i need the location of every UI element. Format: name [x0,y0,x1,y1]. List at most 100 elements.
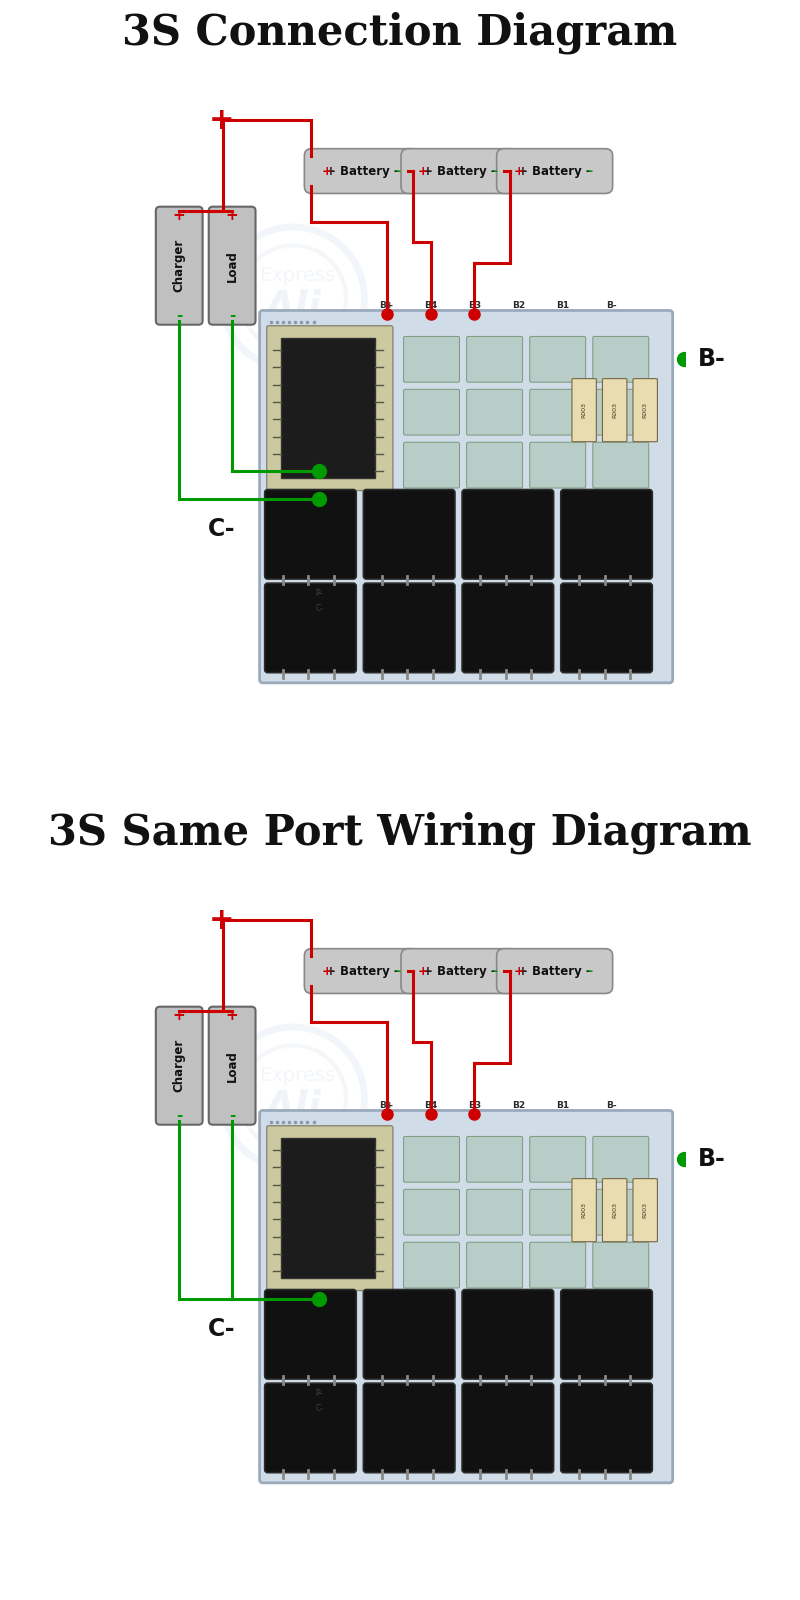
FancyBboxPatch shape [363,1382,455,1472]
Text: +: + [418,165,429,178]
FancyBboxPatch shape [593,336,649,382]
Text: B-: B- [606,1101,617,1110]
FancyBboxPatch shape [633,1179,658,1242]
Text: B1: B1 [556,301,570,310]
FancyBboxPatch shape [530,389,586,435]
FancyBboxPatch shape [530,1136,586,1182]
Text: 3S Same Port Wiring Diagram: 3S Same Port Wiring Diagram [48,811,752,854]
Text: R003: R003 [642,402,648,418]
Text: C-: C- [208,1317,236,1341]
FancyBboxPatch shape [403,442,459,488]
FancyBboxPatch shape [530,442,586,488]
FancyBboxPatch shape [209,206,255,325]
FancyBboxPatch shape [530,1189,586,1235]
Text: R003: R003 [612,402,617,418]
Text: B2: B2 [513,1101,526,1110]
Text: -: - [229,309,235,323]
FancyBboxPatch shape [602,379,627,442]
FancyBboxPatch shape [401,949,517,994]
Text: +: + [209,106,234,134]
FancyBboxPatch shape [633,379,658,442]
Text: Load: Load [226,250,238,282]
FancyBboxPatch shape [462,490,554,579]
FancyBboxPatch shape [466,389,522,435]
FancyBboxPatch shape [304,949,420,994]
FancyBboxPatch shape [466,336,522,382]
FancyBboxPatch shape [209,1006,255,1125]
Text: +: + [418,965,429,978]
Text: +: + [173,1008,186,1024]
Text: -: - [395,165,401,178]
FancyBboxPatch shape [265,582,356,672]
Text: Express: Express [259,1066,335,1085]
Text: + Battery -: + Battery - [422,165,495,178]
Text: B4: B4 [424,1101,437,1110]
Text: +: + [322,165,332,178]
Text: + Battery -: + Battery - [518,165,591,178]
FancyBboxPatch shape [304,149,420,194]
Text: R003: R003 [582,1202,586,1218]
FancyBboxPatch shape [265,1382,356,1472]
Text: P-: P- [315,1389,323,1398]
FancyBboxPatch shape [462,582,554,672]
FancyBboxPatch shape [593,442,649,488]
Text: -: - [176,309,182,323]
FancyBboxPatch shape [466,442,522,488]
Text: Ali: Ali [265,1090,322,1128]
FancyBboxPatch shape [572,379,596,442]
FancyBboxPatch shape [265,1290,356,1379]
Text: B2: B2 [513,301,526,310]
FancyBboxPatch shape [462,1382,554,1472]
FancyBboxPatch shape [497,149,613,194]
FancyBboxPatch shape [466,1242,522,1288]
Text: P-: P- [315,589,323,598]
Text: +: + [514,165,524,178]
FancyBboxPatch shape [363,490,455,579]
FancyBboxPatch shape [403,1242,459,1288]
FancyBboxPatch shape [403,389,459,435]
Text: B3: B3 [468,1101,481,1110]
Text: -: - [395,965,401,978]
Text: + Battery -: + Battery - [518,965,591,978]
FancyBboxPatch shape [156,1006,202,1125]
Text: 3S Connection Diagram: 3S Connection Diagram [122,11,678,54]
Text: P-: P- [280,424,306,448]
Text: -: - [492,165,497,178]
FancyBboxPatch shape [156,206,202,325]
FancyBboxPatch shape [462,1290,554,1379]
Text: C-: C- [315,1403,323,1413]
FancyBboxPatch shape [363,582,455,672]
Text: Charger: Charger [173,1038,186,1093]
Text: B-: B- [698,347,726,371]
FancyBboxPatch shape [403,336,459,382]
Text: B1: B1 [556,1101,570,1110]
Text: B-: B- [606,301,617,310]
Text: B+: B+ [379,1101,394,1110]
FancyBboxPatch shape [265,490,356,579]
FancyBboxPatch shape [593,1242,649,1288]
Text: -: - [588,965,593,978]
FancyBboxPatch shape [266,326,393,491]
FancyBboxPatch shape [593,389,649,435]
FancyBboxPatch shape [466,1136,522,1182]
Text: + Battery -: + Battery - [326,965,398,978]
Text: +: + [173,208,186,224]
FancyBboxPatch shape [403,1189,459,1235]
Text: +: + [226,1008,238,1024]
Text: Express: Express [259,266,335,285]
Text: R003: R003 [612,1202,617,1218]
FancyBboxPatch shape [561,1382,652,1472]
FancyBboxPatch shape [530,1242,586,1288]
Text: Charger: Charger [173,238,186,293]
FancyBboxPatch shape [259,1110,673,1483]
FancyBboxPatch shape [602,1179,627,1242]
FancyBboxPatch shape [466,1189,522,1235]
FancyBboxPatch shape [363,1290,455,1379]
Text: R003: R003 [642,1202,648,1218]
Text: Ali: Ali [265,290,322,328]
Text: + Battery -: + Battery - [326,165,398,178]
Text: B3: B3 [468,301,481,310]
Text: C-: C- [208,517,236,541]
Bar [281,1138,374,1278]
FancyBboxPatch shape [561,1290,652,1379]
